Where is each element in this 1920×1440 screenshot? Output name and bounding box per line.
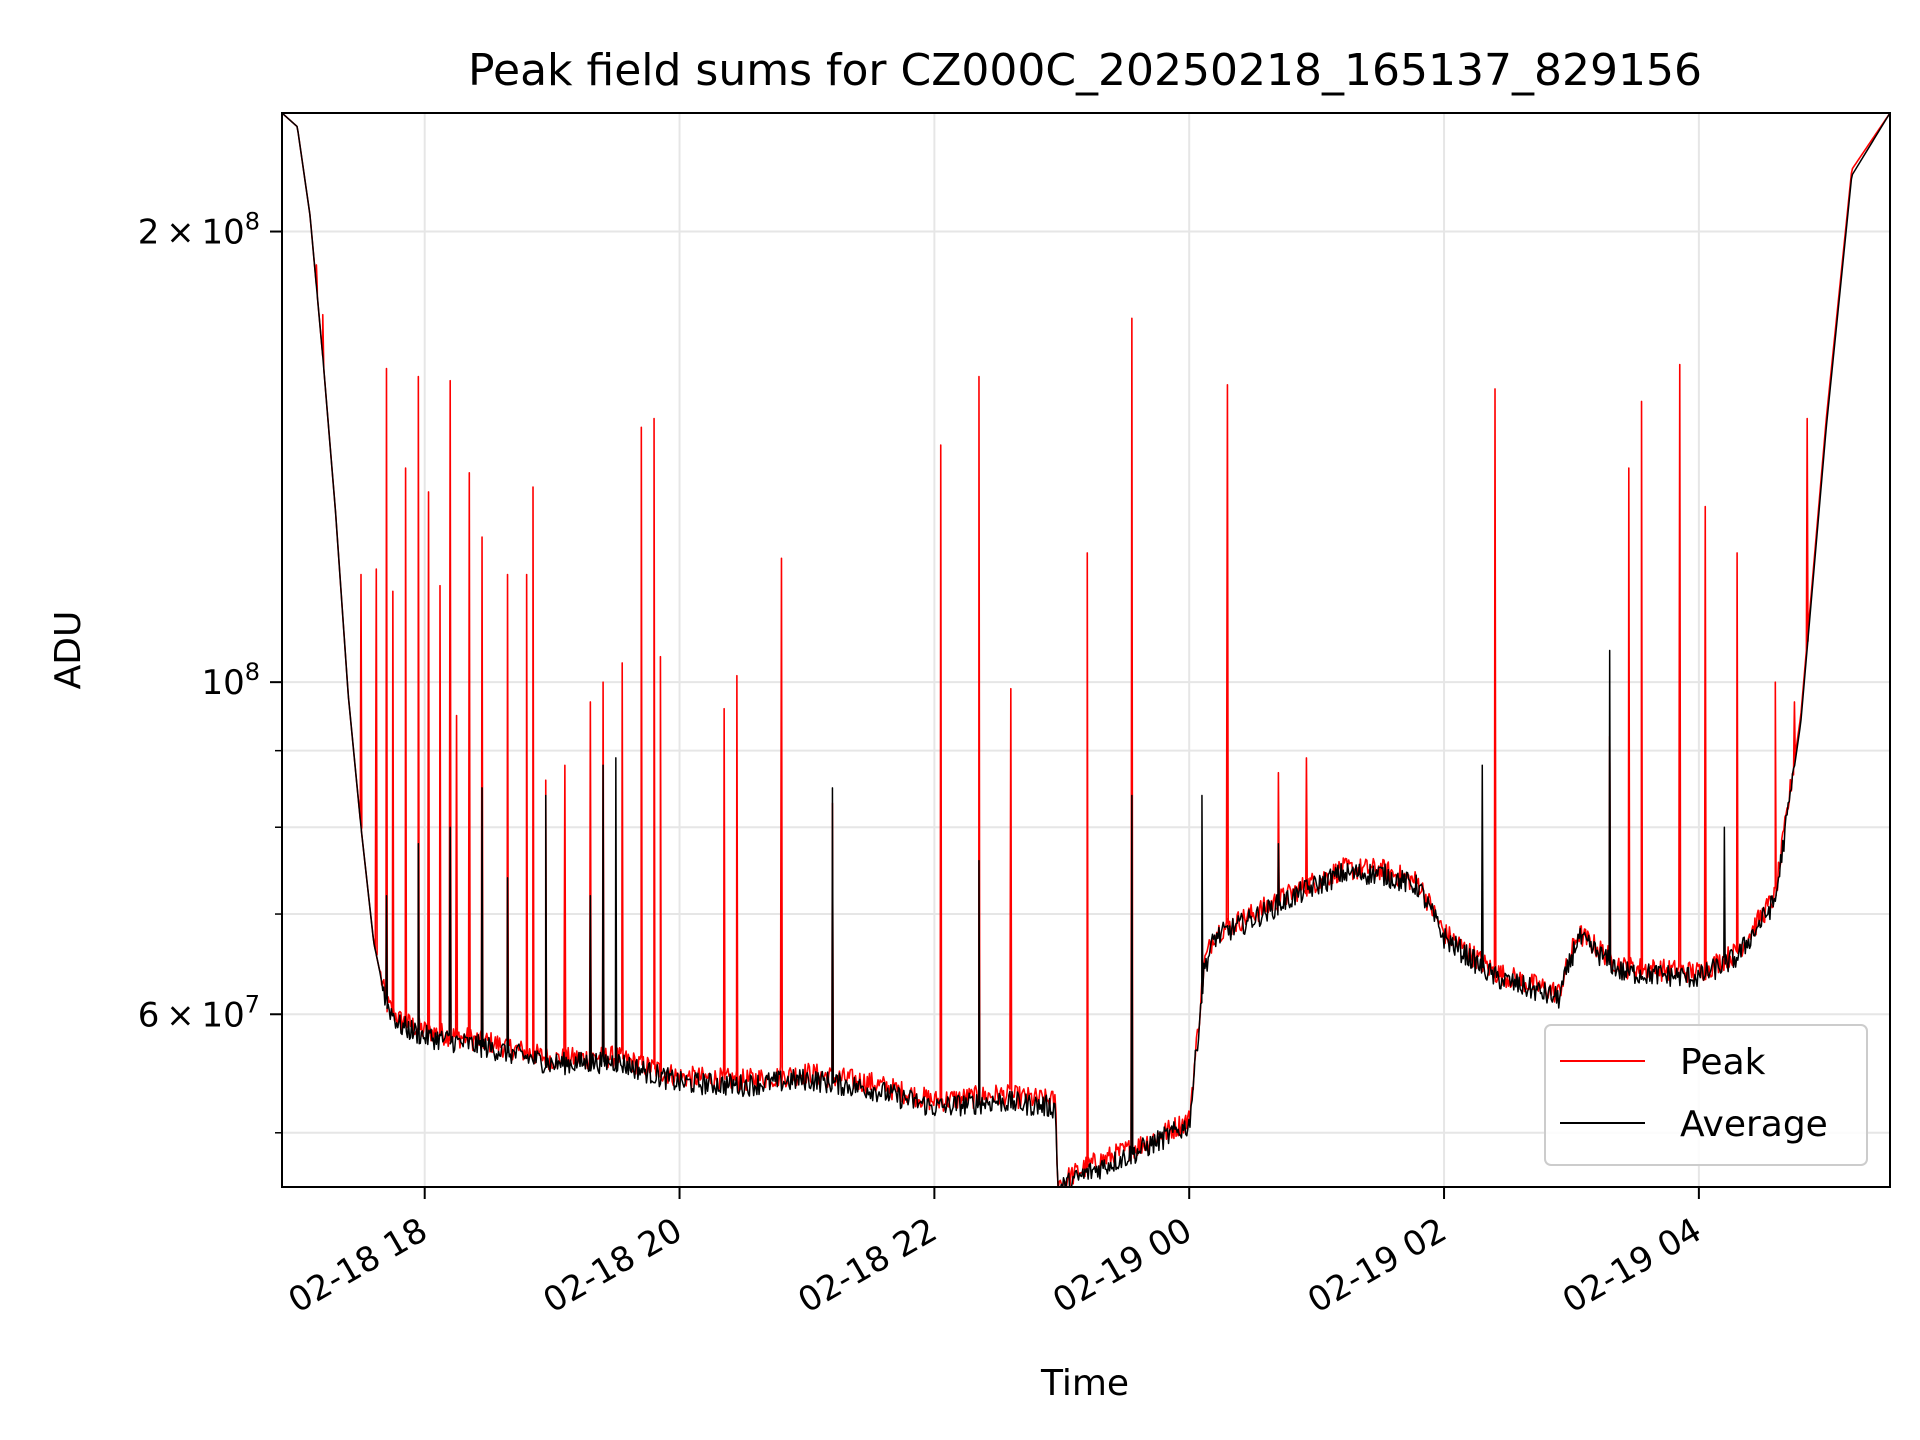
series-average: [282, 113, 1890, 1187]
y-axis-label: ADU: [48, 611, 89, 690]
x-axis-label: Time: [1040, 1363, 1129, 1404]
y-tick-label: 6 × 107: [138, 990, 260, 1035]
y-axis: 6 × 107 108 2 × 108: [138, 208, 282, 1134]
legend-peak-label: Peak: [1680, 1042, 1766, 1083]
legend-average-label: Average: [1680, 1104, 1828, 1145]
y-tick-label: 108: [201, 658, 260, 703]
chart-title: Peak field sums for CZ000C_20250218_1651…: [468, 45, 1702, 96]
series-line-average: [282, 113, 1890, 1187]
plot-frame: [281, 112, 1891, 1188]
y-tick-label: 2 × 108: [138, 208, 260, 253]
series-layer: [282, 113, 1890, 1187]
legend: Peak Average: [1544, 1024, 1868, 1166]
